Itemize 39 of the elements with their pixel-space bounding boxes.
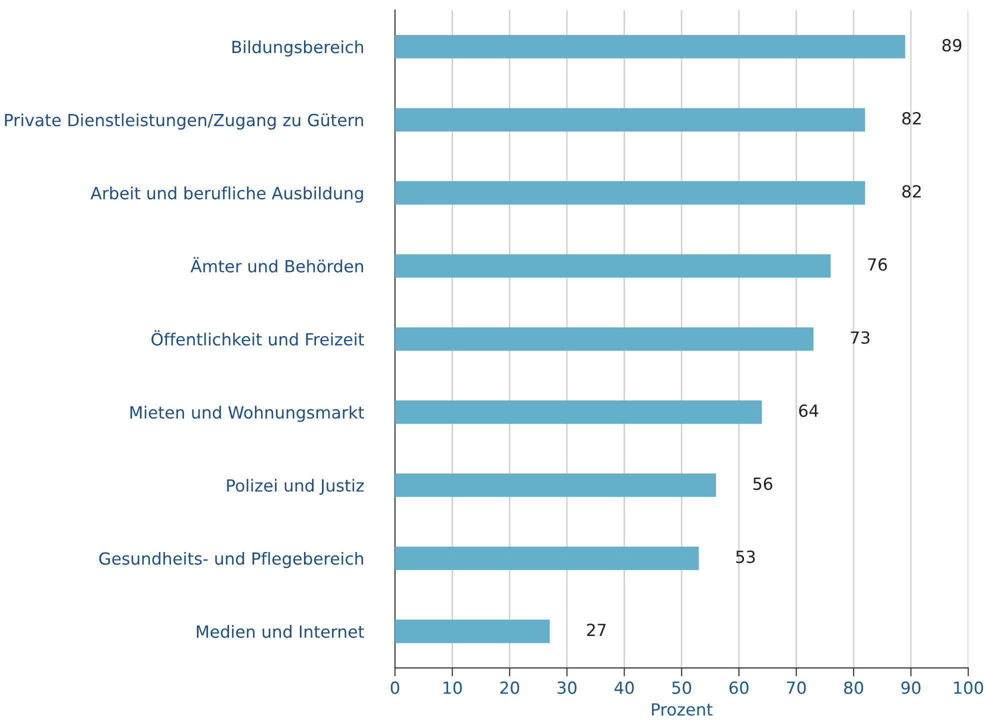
x-tick-label: 100	[954, 681, 984, 694]
x-tick-label: 50	[672, 681, 692, 694]
x-tick-label: 90	[901, 681, 920, 694]
y-tick-label: Gesundheits- und Pflegebereich	[99, 552, 364, 568]
x-tick-label: 80	[844, 681, 864, 694]
bar	[394, 400, 762, 424]
y-tick-label: Bildungsbereich	[232, 40, 364, 57]
bar	[394, 474, 716, 497]
data-label: 64	[799, 404, 818, 417]
y-tick-label: Ämter und Behörden	[190, 257, 364, 273]
x-axis-title: Prozent	[652, 703, 712, 716]
data-label: 56	[753, 477, 772, 490]
y-tick-label: Medien und Internet	[196, 625, 364, 638]
x-tick-label: 30	[558, 681, 576, 694]
y-tick-label: Mieten und Wohnungsmarkt	[130, 406, 364, 422]
bar	[394, 108, 866, 132]
x-tick-label: 70	[787, 681, 806, 694]
bar	[394, 620, 550, 644]
y-tick-label: Arbeit und berufliche Ausbildung	[90, 186, 363, 203]
y-tick-label: Private Dienstleistungen/Zugang zu Gütern	[5, 113, 364, 130]
x-tick-label: 0	[390, 681, 400, 694]
bar	[394, 181, 866, 205]
data-label: 53	[736, 550, 755, 564]
bar	[394, 327, 814, 351]
x-tick-label: 60	[730, 681, 748, 694]
data-label: 27	[587, 624, 606, 636]
data-label: 82	[902, 112, 921, 125]
x-tick-label: 20	[500, 681, 520, 694]
y-tick-label: Öffentlichkeit und Freizeit	[152, 330, 364, 346]
data-label: 82	[902, 185, 921, 198]
data-label: 76	[868, 258, 887, 271]
bar	[394, 35, 906, 58]
bar	[394, 254, 831, 278]
data-label: 73	[850, 331, 870, 344]
bar	[394, 546, 699, 570]
data-label: 89	[942, 38, 962, 52]
x-tick-label: 40	[614, 681, 634, 694]
y-tick-label: Polizei und Justiz	[227, 478, 364, 495]
x-tick-label: 10	[444, 681, 462, 694]
